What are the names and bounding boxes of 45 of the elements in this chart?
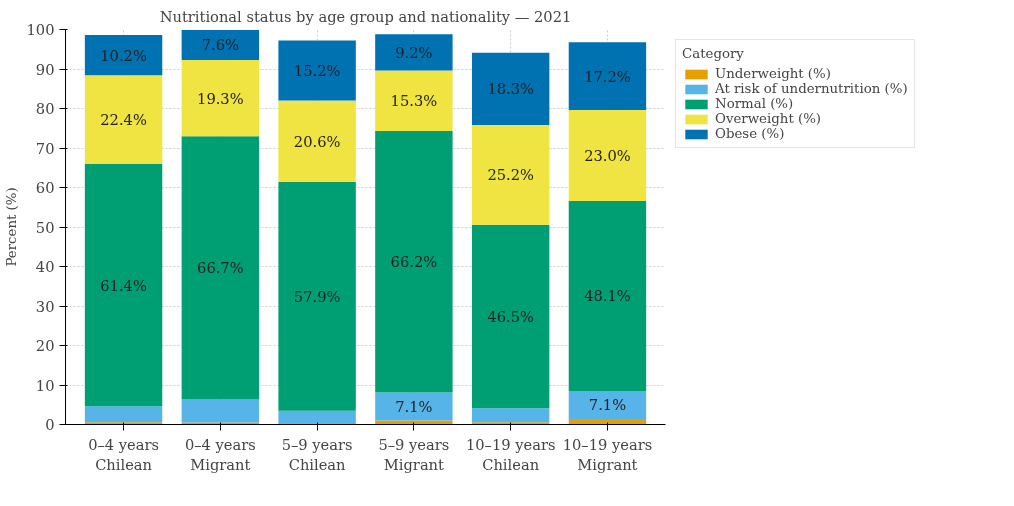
- data-label: 23.0%: [584, 147, 631, 165]
- data-label: 15.2%: [293, 62, 341, 80]
- y-tick-label: 20: [35, 337, 55, 354]
- data-label: 22.4%: [100, 111, 147, 129]
- y-tick-label: 70: [35, 139, 55, 157]
- y-tick-label: 50: [35, 218, 55, 236]
- data-label: 61.4%: [100, 276, 147, 294]
- data-label: 17.2%: [584, 67, 631, 85]
- legend-label: Overweight (%): [715, 111, 822, 126]
- x-tick-label: 10–19 years Migrant: [562, 435, 653, 473]
- data-label: 25.2%: [487, 166, 535, 184]
- data-label: 7.1%: [588, 396, 627, 414]
- data-label: 9.2%: [395, 43, 433, 61]
- y-tick-label: 30: [35, 297, 55, 315]
- legend-title: Category: [682, 46, 745, 61]
- data-label: 66.2%: [390, 253, 438, 271]
- y-tick-label: 0: [45, 416, 55, 433]
- y-axis-title: Percent (%): [3, 187, 19, 267]
- data-label: 48.1%: [584, 287, 631, 305]
- y-tick-label: 90: [35, 60, 55, 78]
- x-tick-label: 0–4 years Chilean: [88, 435, 159, 473]
- data-label: 20.6%: [293, 132, 341, 150]
- data-label: 19.3%: [197, 89, 244, 107]
- x-tick-label: 10–19 years Chilean: [465, 435, 556, 473]
- legend-label: At risk of undernutrition (%): [715, 81, 908, 96]
- data-label: 15.3%: [390, 92, 438, 110]
- x-tick-label: 5–9 years Migrant: [378, 435, 450, 473]
- legend-label: Underweight (%): [715, 66, 831, 81]
- data-label: 7.1%: [395, 398, 433, 416]
- data-label: 7.6%: [201, 36, 240, 54]
- y-tick-label: 100: [26, 21, 55, 38]
- x-tick-label: 5–9 years Chilean: [281, 435, 353, 473]
- legend-label: Obese (%): [715, 126, 785, 141]
- chart-title: Nutritional status by age group and nationality — 2021: [159, 7, 572, 25]
- y-tick-label: 10: [35, 376, 55, 394]
- x-tick-label: 0–4 years Migrant: [184, 435, 256, 473]
- data-label: 66.7%: [197, 259, 244, 277]
- data-label: 18.3%: [487, 80, 535, 98]
- legend-label: Normal (%): [715, 96, 794, 111]
- y-tick-label: 80: [35, 100, 55, 117]
- y-tick-label: 40: [35, 258, 55, 275]
- data-label: 10.2%: [100, 46, 147, 64]
- data-label: 57.9%: [293, 287, 341, 305]
- data-label: 46.5%: [487, 307, 535, 325]
- y-tick-label: 60: [35, 179, 55, 196]
